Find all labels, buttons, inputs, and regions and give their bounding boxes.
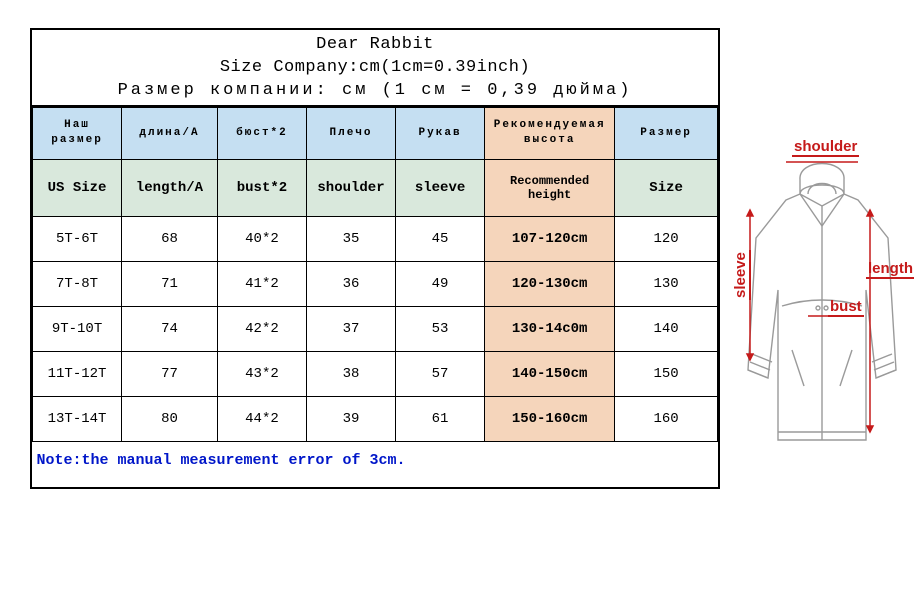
title-line-1: Dear Rabbit bbox=[32, 34, 718, 57]
header-en-cell: US Size bbox=[33, 159, 122, 217]
table-cell: 38 bbox=[306, 352, 395, 397]
table-row: 11T-12T7743*23857140-150cm150 bbox=[33, 352, 718, 397]
table-cell: 9T-10T bbox=[33, 307, 122, 352]
table-cell: 71 bbox=[122, 262, 218, 307]
header-en-cell: bust*2 bbox=[217, 159, 306, 217]
header-ru-cell: Размер bbox=[615, 107, 718, 159]
header-ru-cell: Рукав bbox=[396, 107, 485, 159]
header-en-cell: Size bbox=[615, 159, 718, 217]
table-cell: 42*2 bbox=[217, 307, 306, 352]
title-block: Dear Rabbit Size Company:cm(1cm=0.39inch… bbox=[32, 30, 718, 107]
table-cell: 36 bbox=[306, 262, 395, 307]
table-cell: 120 bbox=[615, 217, 718, 262]
table-cell: 150-160cm bbox=[485, 397, 615, 442]
table-cell: 13T-14T bbox=[33, 397, 122, 442]
table-cell: 44*2 bbox=[217, 397, 306, 442]
header-en-cell: Recommendedheight bbox=[485, 159, 615, 217]
jacket-svg bbox=[738, 140, 906, 480]
table-cell: 45 bbox=[396, 217, 485, 262]
table-cell: 35 bbox=[306, 217, 395, 262]
table-cell: 120-130cm bbox=[485, 262, 615, 307]
table-cell: 130-14c0m bbox=[485, 307, 615, 352]
header-row-russian: Наш размердлина/Aбюст*2ПлечоРукавРекомен… bbox=[33, 107, 718, 159]
table-body: 5T-6T6840*23545107-120cm1207T-8T7141*236… bbox=[33, 217, 718, 488]
diagram-label-shoulder: shoulder bbox=[792, 138, 859, 157]
table-cell: 40*2 bbox=[217, 217, 306, 262]
size-chart-container: Dear Rabbit Size Company:cm(1cm=0.39inch… bbox=[30, 28, 720, 489]
header-ru-cell: Плечо bbox=[306, 107, 395, 159]
table-row: 9T-10T7442*23753130-14c0m140 bbox=[33, 307, 718, 352]
jacket-diagram: shoulder sleeve bust length bbox=[738, 140, 906, 480]
table-cell: 57 bbox=[396, 352, 485, 397]
diagram-label-length: length bbox=[866, 260, 914, 279]
header-en-cell: length/A bbox=[122, 159, 218, 217]
table-cell: 130 bbox=[615, 262, 718, 307]
table-cell: 53 bbox=[396, 307, 485, 352]
table-cell: 74 bbox=[122, 307, 218, 352]
note-row: Note:the manual measurement error of 3cm… bbox=[33, 442, 718, 488]
header-row-english: US Sizelength/Abust*2shouldersleeveRecom… bbox=[33, 159, 718, 217]
header-ru-cell: Рекомендуемая высота bbox=[485, 107, 615, 159]
table-cell: 140 bbox=[615, 307, 718, 352]
diagram-label-sleeve: sleeve bbox=[732, 250, 751, 300]
diagram-label-bust: bust bbox=[828, 298, 864, 317]
table-row: 13T-14T8044*23961150-160cm160 bbox=[33, 397, 718, 442]
table-cell: 140-150cm bbox=[485, 352, 615, 397]
header-ru-cell: бюст*2 bbox=[217, 107, 306, 159]
table-cell: 41*2 bbox=[217, 262, 306, 307]
table-cell: 37 bbox=[306, 307, 395, 352]
table-cell: 107-120cm bbox=[485, 217, 615, 262]
table-cell: 5T-6T bbox=[33, 217, 122, 262]
table-cell: 80 bbox=[122, 397, 218, 442]
table-cell: 11T-12T bbox=[33, 352, 122, 397]
size-table: Наш размердлина/Aбюст*2ПлечоРукавРекомен… bbox=[32, 107, 718, 488]
table-row: 7T-8T7141*23649120-130cm130 bbox=[33, 262, 718, 307]
table-cell: 49 bbox=[396, 262, 485, 307]
table-cell: 39 bbox=[306, 397, 395, 442]
header-ru-cell: длина/A bbox=[122, 107, 218, 159]
table-cell: 160 bbox=[615, 397, 718, 442]
table-cell: 150 bbox=[615, 352, 718, 397]
table-cell: 68 bbox=[122, 217, 218, 262]
note-text: Note:the manual measurement error of 3cm… bbox=[33, 442, 718, 488]
title-line-2: Size Company:cm(1cm=0.39inch) bbox=[32, 57, 718, 80]
table-cell: 77 bbox=[122, 352, 218, 397]
table-cell: 7T-8T bbox=[33, 262, 122, 307]
header-ru-cell: Наш размер bbox=[33, 107, 122, 159]
header-en-cell: sleeve bbox=[396, 159, 485, 217]
table-cell: 61 bbox=[396, 397, 485, 442]
table-cell: 43*2 bbox=[217, 352, 306, 397]
title-line-3: Размер компании: см (1 см = 0,39 дюйма) bbox=[32, 80, 718, 103]
table-row: 5T-6T6840*23545107-120cm120 bbox=[33, 217, 718, 262]
header-en-cell: shoulder bbox=[306, 159, 395, 217]
